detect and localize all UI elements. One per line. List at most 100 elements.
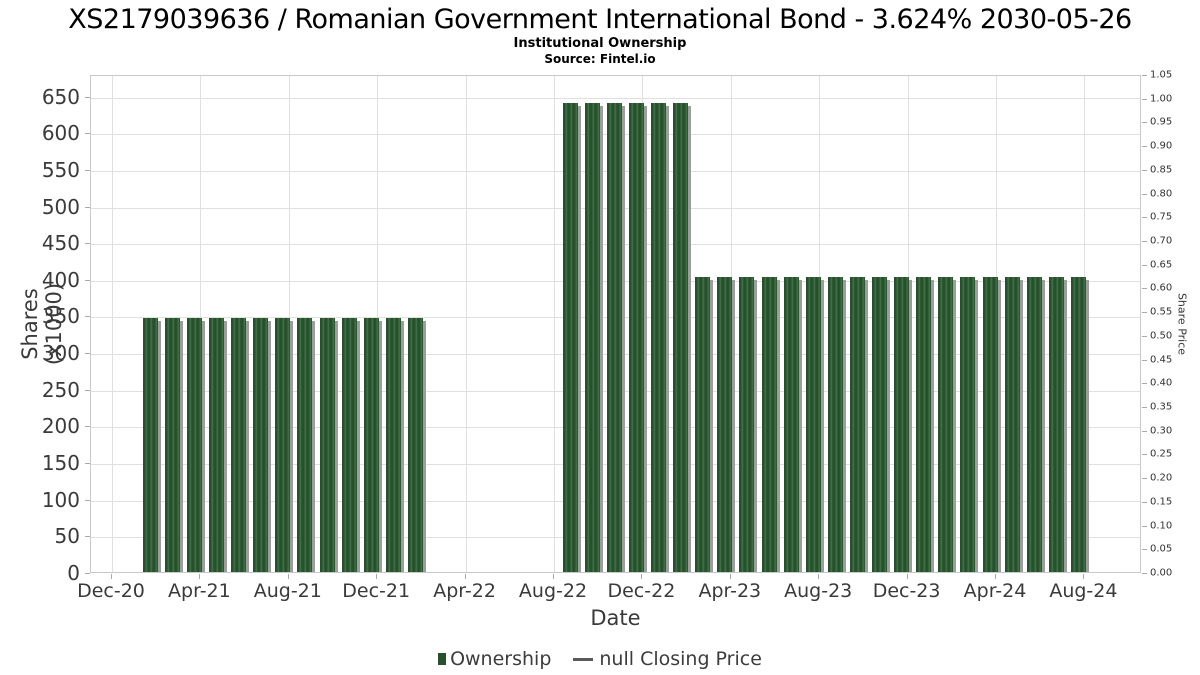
- y-axis-tick-label-left: 450: [41, 231, 80, 256]
- ownership-bar[interactable]: [695, 277, 711, 572]
- ownership-bar[interactable]: [761, 277, 777, 572]
- ownership-bar[interactable]: [142, 318, 158, 572]
- y-axis-tick-mark-left: [85, 279, 90, 281]
- y-axis-tick-mark-left: [85, 573, 90, 574]
- ownership-bar[interactable]: [319, 318, 335, 572]
- ownership-bar[interactable]: [1026, 277, 1042, 572]
- x-axis-tick-mark: [641, 574, 643, 579]
- ownership-bar[interactable]: [827, 277, 843, 572]
- y-axis-tick-mark-right: [1142, 169, 1147, 171]
- y-axis-tick-label-left: 250: [41, 377, 80, 402]
- x-axis-tick-mark: [111, 574, 112, 579]
- y-axis-tick-mark-right: [1142, 217, 1147, 219]
- y-axis-label-right: Share Price: [1175, 292, 1189, 356]
- y-axis-tick-label-left: 600: [41, 121, 80, 146]
- y-axis-tick-mark-right: [1142, 288, 1147, 290]
- y-axis-tick-label-left: 400: [41, 267, 80, 292]
- x-axis-tick-label: Apr-22: [433, 580, 496, 602]
- y-axis-tick-label-right: 0.35: [1150, 401, 1173, 413]
- y-axis-tick-mark-right: [1142, 193, 1147, 195]
- y-axis-tick-mark-left: [85, 426, 90, 428]
- y-axis-tick-label-right: 0.50: [1150, 330, 1173, 342]
- ownership-bar[interactable]: [651, 102, 666, 572]
- x-axis-tick-mark: [199, 574, 201, 579]
- legend-label-closing-price: null Closing Price: [599, 648, 762, 670]
- ownership-bar[interactable]: [894, 277, 910, 572]
- y-axis-tick-mark-left: [85, 169, 90, 171]
- y-axis-tick-mark-right: [1142, 312, 1147, 314]
- y-axis-tick-mark-right: [1142, 75, 1147, 76]
- y-axis-tick-label-right: 0.30: [1150, 425, 1173, 437]
- y-axis-tick-mark-left: [85, 206, 90, 208]
- ownership-bar[interactable]: [982, 277, 998, 572]
- ownership-bar[interactable]: [209, 318, 224, 572]
- ownership-bar[interactable]: [407, 318, 423, 572]
- ownership-bar[interactable]: [1004, 277, 1020, 572]
- ownership-bar[interactable]: [960, 277, 976, 572]
- ownership-bar[interactable]: [253, 318, 269, 572]
- y-axis-tick-mark-right: [1142, 359, 1147, 361]
- ownership-bar[interactable]: [606, 102, 622, 572]
- y-axis-tick-mark-left: [85, 353, 90, 355]
- legend-item-closing-price[interactable]: null Closing Price: [559, 648, 762, 670]
- x-axis-tick-mark: [995, 574, 996, 579]
- ownership-bar[interactable]: [938, 277, 954, 572]
- x-axis-tick-label: Dec-22: [607, 580, 676, 602]
- ownership-bar[interactable]: [1070, 277, 1086, 572]
- ownership-bar[interactable]: [673, 102, 689, 572]
- y-axis-tick-label-left: 650: [41, 84, 80, 109]
- ownership-bar[interactable]: [164, 318, 180, 572]
- x-axis-tick-label: Apr-21: [168, 580, 231, 602]
- y-axis-tick-mark-left: [85, 243, 90, 245]
- y-axis-tick-mark-left: [85, 499, 90, 501]
- ownership-bar[interactable]: [849, 277, 865, 572]
- y-axis-tick-label-left: 50: [54, 524, 80, 549]
- y-axis-tick-mark-right: [1142, 549, 1147, 551]
- ownership-bar[interactable]: [297, 318, 313, 572]
- ownership-bar[interactable]: [385, 318, 401, 572]
- y-axis-tick-label-right: 0.95: [1150, 116, 1173, 128]
- x-axis-tick-mark: [464, 574, 466, 579]
- y-axis-tick-label-right: 0.20: [1150, 472, 1173, 484]
- y-axis-tick-label-left: 350: [41, 304, 80, 329]
- ownership-bar[interactable]: [628, 102, 644, 572]
- y-axis-tick-mark-left: [85, 536, 90, 538]
- x-axis-tick-mark: [818, 574, 820, 579]
- ownership-bar[interactable]: [783, 277, 799, 572]
- x-axis-tick-label: Aug-21: [253, 580, 322, 602]
- ownership-bar[interactable]: [805, 277, 821, 572]
- ownership-swatch-icon: [438, 653, 447, 665]
- ownership-bar[interactable]: [916, 277, 932, 572]
- x-axis-tick-mark: [729, 574, 731, 579]
- y-axis-tick-mark-right: [1142, 478, 1147, 480]
- ownership-bar[interactable]: [186, 318, 202, 572]
- y-axis-tick-mark-right: [1142, 501, 1147, 503]
- x-axis-tick-mark: [287, 574, 289, 579]
- x-axis-tick-mark: [906, 574, 908, 579]
- ownership-bar[interactable]: [363, 318, 379, 572]
- y-axis-tick-mark-right: [1142, 407, 1147, 408]
- plot-area: [90, 75, 1141, 573]
- x-axis-tick-label: Dec-20: [77, 580, 145, 602]
- y-axis-tick-label-right: 0.00: [1150, 567, 1173, 579]
- ownership-bar[interactable]: [231, 318, 247, 572]
- ownership-bar[interactable]: [562, 102, 578, 572]
- y-axis-tick-mark-right: [1142, 430, 1147, 432]
- legend-item-ownership[interactable]: Ownership: [438, 648, 551, 670]
- y-axis-tick-label-left: 200: [41, 414, 80, 439]
- chart-title: XS2179039636 / Romanian Government Inter…: [68, 4, 1132, 35]
- x-axis-tick-label: Aug-24: [1049, 580, 1118, 602]
- x-axis-label: Date: [590, 606, 641, 630]
- legend: Ownership null Closing Price: [0, 646, 1200, 672]
- y-axis-tick-label-left: 0: [67, 561, 80, 585]
- y-axis-tick-label-right: 1.00: [1150, 93, 1173, 105]
- ownership-bar[interactable]: [717, 277, 733, 572]
- ownership-bar[interactable]: [584, 102, 600, 572]
- ownership-bar[interactable]: [275, 318, 291, 572]
- ownership-bar[interactable]: [872, 277, 887, 572]
- ownership-bar[interactable]: [1048, 277, 1064, 572]
- ownership-bar[interactable]: [739, 277, 755, 572]
- ownership-bar[interactable]: [341, 318, 357, 572]
- y-axis-tick-mark-right: [1142, 241, 1147, 242]
- y-axis-tick-label-right: 0.90: [1150, 140, 1173, 152]
